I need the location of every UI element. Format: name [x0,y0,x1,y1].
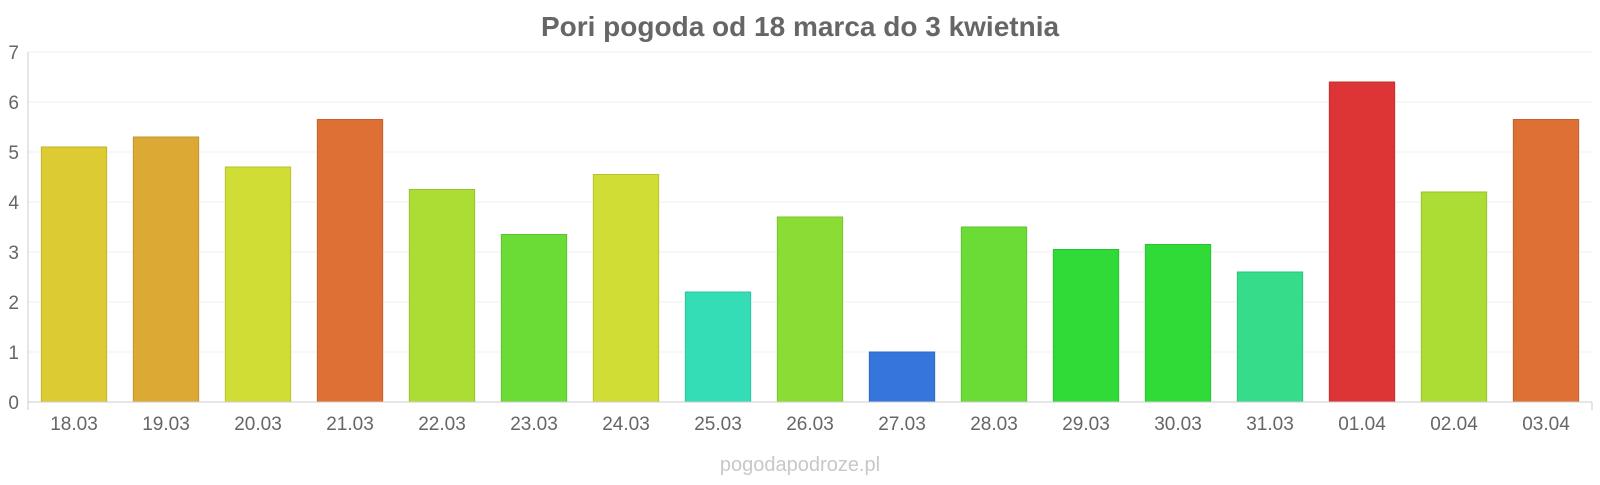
x-tick-label: 25.03 [694,414,742,435]
y-tick-label: 1 [8,343,19,364]
bar-19-03 [132,136,200,403]
x-tick-label: 03.04 [1522,414,1570,435]
bar-29-03 [1052,249,1120,403]
bars [40,81,1580,403]
y-tick-label: 3 [8,243,19,264]
x-tick-label: 18.03 [50,414,98,435]
x-tick-label: 02.04 [1430,414,1478,435]
bar-27-03 [868,351,936,403]
x-tick-label: 27.03 [878,414,926,435]
y-tick-label: 7 [8,43,19,64]
bar-01-04 [1328,81,1396,403]
bar-22-03 [408,189,476,403]
bar-30-03 [1144,244,1212,403]
bar-20-03 [224,166,292,403]
chart-title: Pori pogoda od 18 marca do 3 kwietnia [541,11,1060,42]
bar-18-03 [40,146,108,403]
y-tick-labels: 0 1 2 3 4 5 6 7 [8,43,19,414]
bar-28-03 [960,226,1028,403]
y-tick-label: 2 [8,293,19,314]
watermark: pogodapodroze.pl [720,454,880,476]
bar-25-03 [684,291,752,403]
bar-31-03 [1236,271,1304,403]
x-tick-label: 24.03 [602,414,650,435]
y-tick-label: 5 [8,143,19,164]
bar-23-03 [500,234,568,403]
bar-02-04 [1420,191,1488,403]
x-tick-label: 21.03 [326,414,374,435]
bar-21-03 [316,119,384,403]
x-tick-label: 19.03 [142,414,190,435]
x-tick-label: 31.03 [1246,414,1294,435]
x-tick-label: 22.03 [418,414,466,435]
x-tick-label: 20.03 [234,414,282,435]
axes [27,52,1593,410]
x-tick-label: 01.04 [1338,414,1386,435]
x-tick-label: 23.03 [510,414,558,435]
bar-24-03 [592,174,660,403]
x-tick-label: 30.03 [1154,414,1202,435]
y-tick-label: 6 [8,93,19,114]
x-tick-labels: 18.03 19.03 20.03 21.03 22.03 23.03 24.03 25.03… [50,414,1570,435]
x-tick-label: 29.03 [1062,414,1110,435]
x-tick-label: 26.03 [786,414,834,435]
bar-03-04 [1512,119,1580,403]
bar-26-03 [776,216,844,403]
y-tick-label: 0 [8,393,19,414]
y-tick-label: 4 [8,193,19,214]
x-tick-label: 28.03 [970,414,1018,435]
